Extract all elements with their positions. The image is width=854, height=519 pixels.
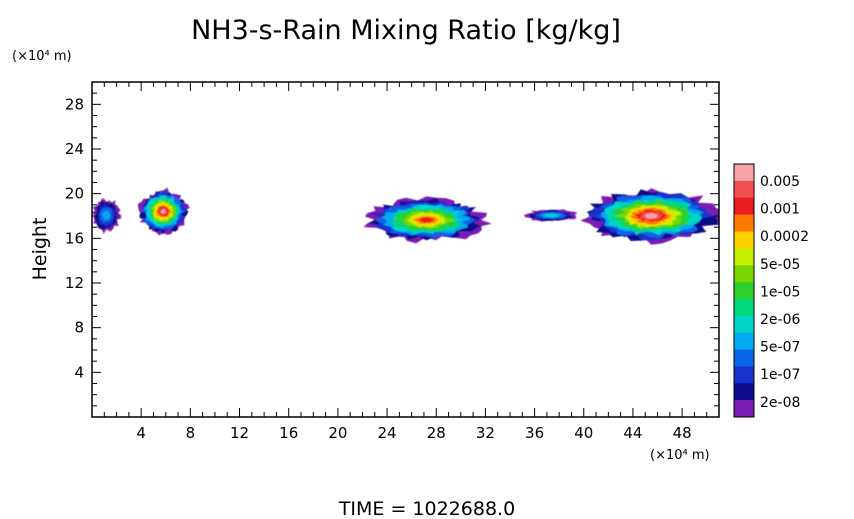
x-tick-label: 48: [673, 424, 692, 442]
colorbar-label: 0.005: [760, 174, 800, 190]
x-tick-label: 28: [427, 424, 446, 442]
colorbar-segment: [734, 248, 754, 266]
x-unit-label: (×10⁴ m): [650, 448, 710, 463]
colorbar-label: 5e-05: [760, 257, 800, 273]
colorbar-segment: [734, 366, 754, 384]
y-tick-label: 24: [65, 140, 84, 158]
time-label: TIME = 1022688.0: [338, 498, 515, 519]
y-unit-label: (×10⁴ m): [12, 49, 72, 64]
colorbar-segment: [734, 349, 754, 367]
cloud-2: [137, 187, 190, 236]
colorbar-segment: [734, 231, 754, 249]
colorbar-label: 2e-08: [760, 395, 800, 411]
y-tick-label: 4: [74, 363, 84, 381]
colorbar-segment: [734, 164, 754, 182]
contour-level: [544, 213, 558, 217]
plot-frame: [91, 81, 720, 418]
colorbar-segment: [734, 214, 754, 232]
colorbar-segment: [734, 197, 754, 215]
cloud-5: [580, 188, 719, 245]
x-tick-label: 40: [574, 424, 593, 442]
data-field: [92, 187, 719, 245]
x-tick-label: 20: [328, 424, 347, 442]
y-tick-label: 12: [65, 274, 84, 292]
y-tick-label: 16: [65, 229, 84, 247]
colorbar-segment: [734, 332, 754, 350]
contour-level: [101, 210, 111, 221]
colorbar-segment: [734, 282, 754, 300]
x-tick-label: 32: [476, 424, 495, 442]
colorbar-segment: [734, 383, 754, 401]
x-tick-label: 4: [136, 424, 146, 442]
contour-level: [160, 209, 166, 214]
colorbar-label: 1e-07: [760, 367, 800, 383]
colorbar-label: 2e-06: [760, 312, 800, 328]
x-tick-label: 16: [279, 424, 298, 442]
x-tick-label: 8: [186, 424, 196, 442]
y-tick-label: 20: [65, 185, 84, 203]
colorbar-label: 5e-07: [760, 340, 800, 356]
x-axis: 4 8 12 16 20 24 28 32 36 40 44 48: [103, 82, 708, 442]
colorbar-segment: [734, 298, 754, 317]
x-tick-label: 36: [525, 424, 544, 442]
y-axis-label: Height: [29, 218, 51, 281]
x-tick-label: 24: [378, 424, 397, 442]
cloud-3: [363, 196, 492, 244]
contour-level: [644, 213, 659, 219]
colorbar-segment: [734, 265, 754, 283]
chart-title: NH3-s-Rain Mixing Ratio [kg/kg]: [191, 15, 621, 46]
colorbar-frame: [733, 163, 755, 418]
x-tick-label: 12: [230, 424, 249, 442]
colorbar-label: 1e-05: [760, 284, 800, 300]
contour-level: [419, 217, 435, 223]
colorbar-label: 0.0002: [760, 229, 809, 245]
colorbar-segment: [734, 400, 754, 418]
colorbar-segment: [734, 180, 754, 199]
y-tick-label: 8: [74, 319, 84, 337]
cloud-4: [524, 209, 577, 222]
cloud-1: [92, 198, 122, 234]
colorbar-segment: [734, 315, 754, 333]
y-tick-label: 28: [65, 95, 84, 113]
y-axis: 4 8 12 16 20 24 28: [65, 92, 719, 407]
colorbar-label: 0.001: [760, 202, 800, 218]
colorbar: 0.005 0.001 0.0002 5e-05 1e-05 2e-06 5e-07 1e-0…: [733, 163, 809, 418]
x-tick-label: 44: [623, 424, 642, 442]
